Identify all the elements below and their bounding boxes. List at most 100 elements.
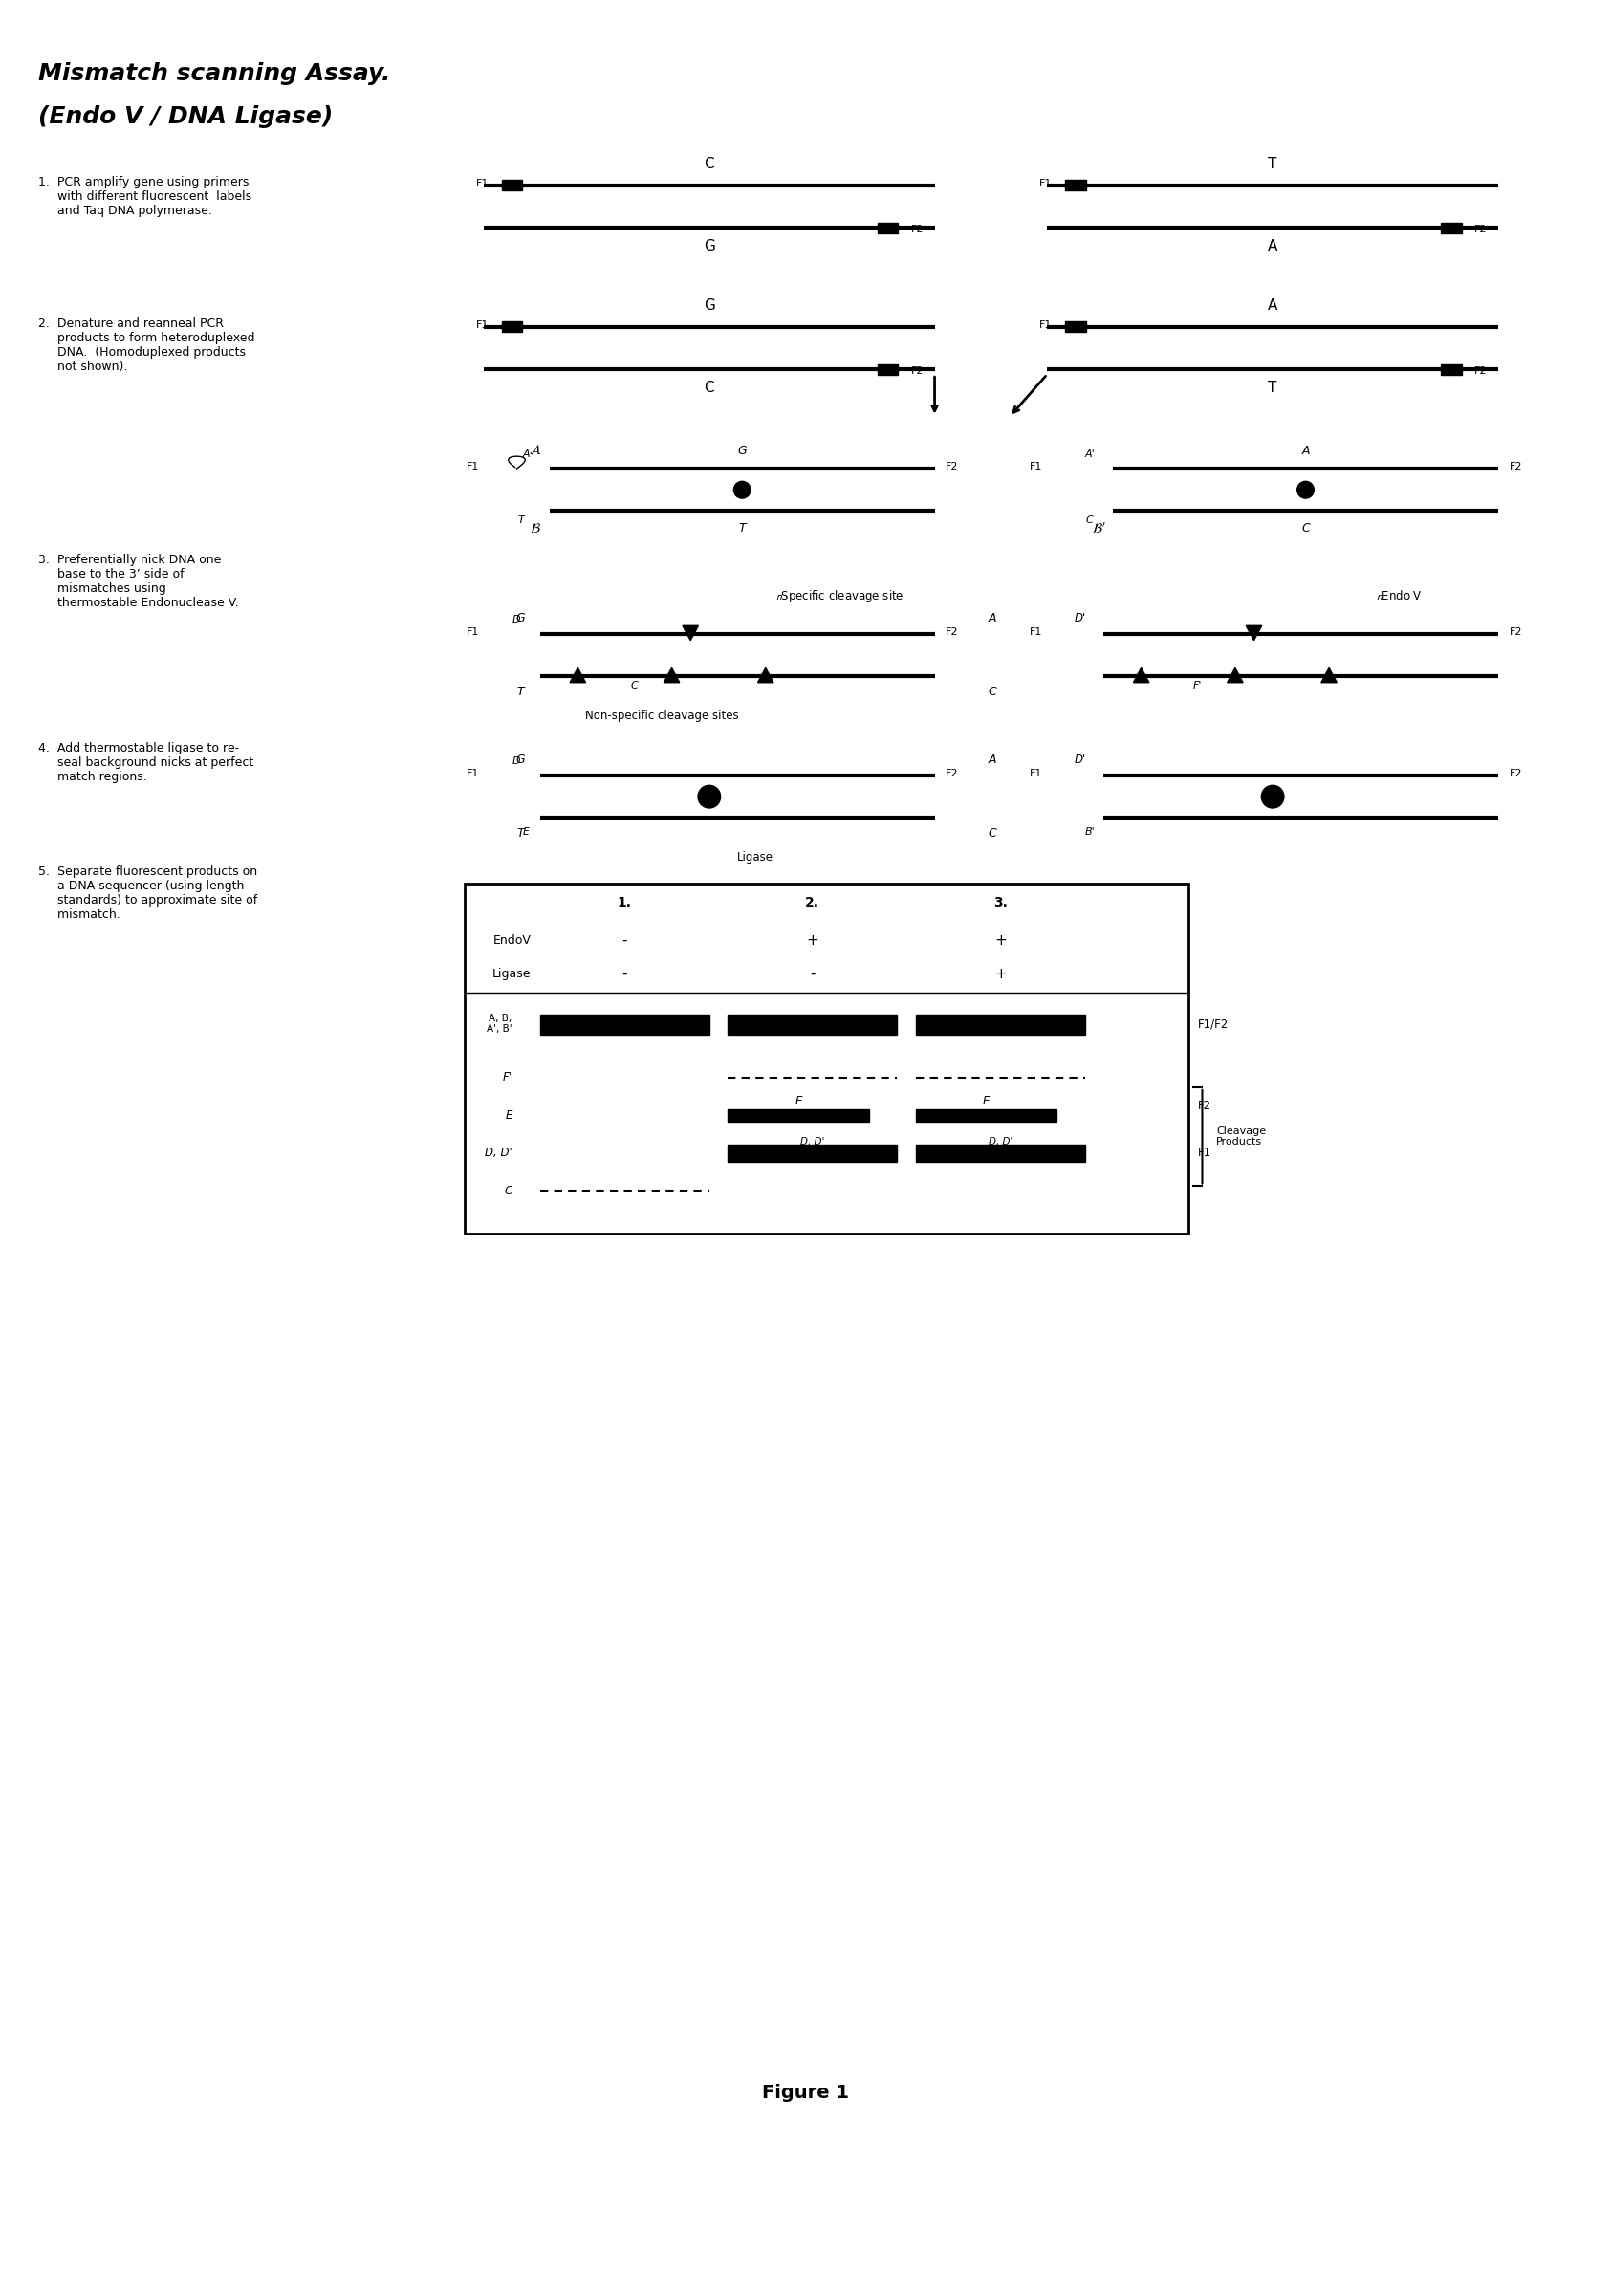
Text: C: C: [1302, 523, 1310, 535]
Polygon shape: [1133, 668, 1149, 682]
Text: 4.  Add thermostable ligase to re-
     seal background nicks at perfect
     ma: 4. Add thermostable ligase to re- seal b…: [37, 742, 253, 783]
Text: +: +: [807, 934, 818, 948]
Text: 1.  PCR amplify gene using primers
     with different fluorescent  labels
     : 1. PCR amplify gene using primers with d…: [37, 177, 251, 216]
Text: T: T: [517, 827, 524, 840]
Text: A: A: [1268, 239, 1278, 253]
Text: E: E: [524, 827, 530, 838]
Text: $\mathcal{B}$: $\mathcal{B}$: [530, 523, 541, 535]
Text: C: C: [704, 381, 714, 395]
Text: D, D': D, D': [988, 1137, 1012, 1146]
Polygon shape: [757, 668, 773, 682]
Text: F1: F1: [467, 627, 478, 636]
Text: Figure 1: Figure 1: [762, 2085, 849, 2101]
Text: C: C: [630, 682, 638, 691]
Text: 5.  Separate fluorescent products on
     a DNA sequencer (using length
     sta: 5. Separate fluorescent products on a DN…: [37, 866, 258, 921]
Text: F2: F2: [1510, 769, 1522, 778]
Bar: [728, 1109, 868, 1123]
Bar: [915, 1015, 1084, 1035]
Text: 2.: 2.: [806, 895, 820, 909]
Bar: [728, 1015, 897, 1035]
Text: D: D: [512, 755, 520, 767]
Text: G: G: [738, 445, 748, 457]
Polygon shape: [664, 668, 680, 682]
Text: 1.: 1.: [617, 895, 632, 909]
Text: 3.  Preferentially nick DNA one
     base to the 3’ side of
     mismatches usin: 3. Preferentially nick DNA one base to t…: [37, 553, 238, 608]
Text: D': D': [1075, 613, 1086, 625]
Text: F2: F2: [946, 627, 959, 636]
Text: F2: F2: [1510, 461, 1522, 471]
Text: -: -: [810, 967, 815, 980]
Text: A: A: [988, 613, 996, 625]
Circle shape: [733, 482, 751, 498]
Text: Cleavage
Products: Cleavage Products: [1216, 1127, 1266, 1148]
Text: F1: F1: [1039, 179, 1052, 188]
Text: Mismatch scanning Assay.: Mismatch scanning Assay.: [37, 62, 390, 85]
Text: +: +: [994, 967, 1007, 980]
Text: Ligase: Ligase: [491, 967, 532, 980]
Bar: [1065, 179, 1086, 191]
Text: F1: F1: [467, 769, 478, 778]
Bar: [915, 1146, 1084, 1162]
Text: E: E: [983, 1095, 989, 1107]
Text: $\mathcal{n}$Endo V: $\mathcal{n}$Endo V: [1376, 590, 1423, 604]
Text: D, D': D, D': [801, 1137, 825, 1146]
Text: F1: F1: [475, 179, 488, 188]
Text: T: T: [517, 687, 524, 698]
Text: G: G: [704, 239, 715, 253]
Text: D: D: [512, 615, 520, 625]
Bar: [1440, 223, 1461, 232]
Text: F2: F2: [912, 367, 925, 377]
Polygon shape: [1321, 668, 1337, 682]
Polygon shape: [1228, 668, 1244, 682]
Text: T: T: [1268, 156, 1278, 172]
Text: C: C: [988, 687, 996, 698]
Text: F1: F1: [1029, 769, 1042, 778]
Text: Ligase: Ligase: [738, 852, 773, 863]
Text: F2: F2: [946, 461, 959, 471]
Text: C: C: [1086, 517, 1094, 526]
Bar: [878, 365, 897, 374]
Text: A': A': [1084, 450, 1094, 459]
Text: F2: F2: [1474, 225, 1487, 234]
Text: T: T: [1268, 381, 1278, 395]
Polygon shape: [683, 627, 698, 641]
Text: F1: F1: [1029, 461, 1042, 471]
Text: $\mathcal{n}$Specific cleavage site: $\mathcal{n}$Specific cleavage site: [775, 588, 904, 604]
Bar: [540, 1015, 709, 1035]
Text: A: A: [988, 753, 996, 767]
Circle shape: [698, 785, 720, 808]
Text: F2: F2: [912, 225, 925, 234]
Text: 2.  Denature and reanneal PCR
     products to form heteroduplexed
     DNA.  (H: 2. Denature and reanneal PCR products to…: [37, 317, 255, 372]
Text: F': F': [1194, 682, 1202, 691]
Text: F2: F2: [1197, 1100, 1211, 1111]
Circle shape: [1261, 785, 1284, 808]
Bar: [466, 884, 1189, 1233]
Text: E: E: [504, 1109, 512, 1123]
Text: F2: F2: [1474, 367, 1487, 377]
Text: F1: F1: [475, 319, 488, 331]
Text: 3.: 3.: [994, 895, 1007, 909]
Text: A: A: [1302, 445, 1310, 457]
Text: C: C: [704, 156, 714, 172]
Text: F1: F1: [1029, 627, 1042, 636]
Text: EndoV: EndoV: [493, 934, 532, 946]
Text: T: T: [519, 517, 525, 526]
Text: +: +: [994, 934, 1007, 948]
Text: F1: F1: [467, 461, 478, 471]
Bar: [915, 1109, 1057, 1123]
Text: F': F': [503, 1072, 512, 1084]
Bar: [728, 1146, 897, 1162]
Text: $\mathcal{B}'$: $\mathcal{B}'$: [1092, 523, 1107, 537]
Bar: [878, 223, 897, 232]
Circle shape: [1297, 482, 1315, 498]
Text: F1/F2: F1/F2: [1197, 1017, 1229, 1031]
Text: A: A: [522, 450, 530, 459]
Text: F2: F2: [946, 769, 959, 778]
Text: E: E: [794, 1095, 802, 1107]
Text: -: -: [622, 934, 627, 948]
Text: A, B,
A', B': A, B, A', B': [487, 1013, 512, 1033]
Text: F1: F1: [1039, 319, 1052, 331]
Bar: [1065, 321, 1086, 333]
Text: F1: F1: [1197, 1148, 1211, 1159]
Text: T: T: [738, 523, 746, 535]
